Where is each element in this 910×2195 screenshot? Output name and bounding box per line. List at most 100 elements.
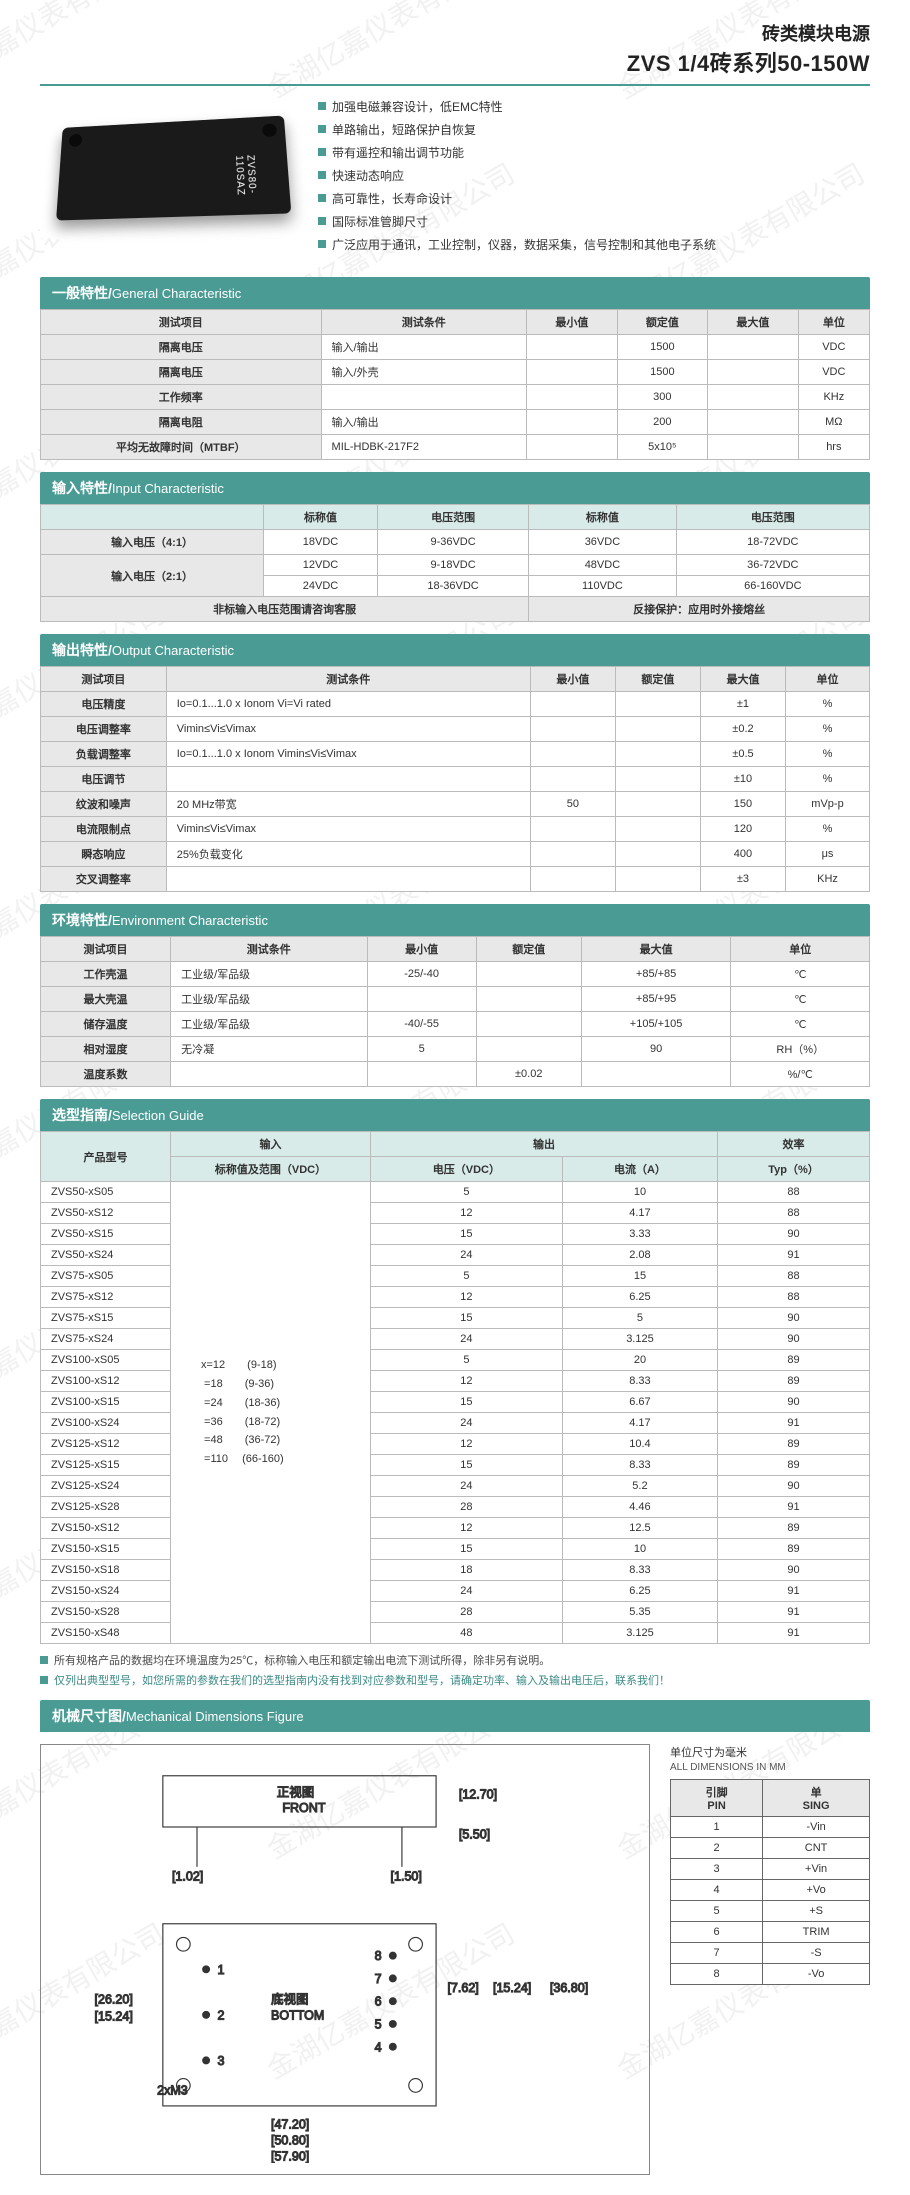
table-row: 温度系数±0.02%/℃	[41, 1062, 870, 1087]
section-header-input: 输入特性/Input Characteristic	[40, 472, 870, 504]
feature-item: 国际标准管脚尺寸	[318, 213, 870, 230]
svg-text:正视图: 正视图	[277, 1784, 315, 1799]
general-table: 测试项目测试条件最小值额定值最大值单位 隔离电压输入/输出1500VDC隔离电压…	[40, 309, 870, 460]
table-row: 1-Vin	[671, 1817, 870, 1838]
section-header-general: 一般特性/General Characteristic	[40, 277, 870, 309]
svg-text:5: 5	[375, 2018, 382, 2032]
svg-text:8: 8	[375, 1949, 382, 1963]
feature-item: 高可靠性，长寿命设计	[318, 190, 870, 207]
svg-text:2: 2	[217, 2008, 224, 2022]
pin-title-en: ALL DIMENSIONS IN MM	[670, 1762, 870, 1773]
section-header-output: 输出特性/Output Characteristic	[40, 634, 870, 666]
table-row: 7-S	[671, 1943, 870, 1964]
svg-text:[50.80]: [50.80]	[271, 2134, 309, 2148]
table-row: 8-Vo	[671, 1964, 870, 1985]
section-header-dim: 机械尺寸图/Mechanical Dimensions Figure	[40, 1700, 870, 1732]
table-row: ZVS100-xS24244.1791	[41, 1413, 870, 1434]
feature-item: 加强电磁兼容设计，低EMC特性	[318, 98, 870, 115]
svg-text:FRONT: FRONT	[282, 1801, 325, 1815]
output-table: 测试项目测试条件最小值额定值最大值单位 电压精度Io=0.1...1.0 x I…	[40, 666, 870, 892]
table-row: ZVS100-xS12128.3389	[41, 1371, 870, 1392]
svg-text:[26.20]: [26.20]	[95, 1992, 133, 2006]
note-1: 所有规格产品的数据均在环境温度为25℃，标称输入电压和额定输出电流下测试所得，除…	[54, 1652, 550, 1668]
table-row: ZVS50-xS12124.1788	[41, 1203, 870, 1224]
feature-item: 带有遥控和输出调节功能	[318, 144, 870, 161]
table-row: 负载调整率Io=0.1...1.0 x Ionom Vimin≤Vi≤Vimax…	[41, 742, 870, 767]
svg-text:6: 6	[375, 1995, 382, 2009]
table-row: 隔离电压输入/输出1500VDC	[41, 335, 870, 360]
table-row: ZVS150-xS15151089	[41, 1539, 870, 1560]
table-row: ZVS75-xS24243.12590	[41, 1329, 870, 1350]
table-row: 4+Vo	[671, 1880, 870, 1901]
header-title-series: ZVS 1/4砖系列50-150W	[40, 46, 870, 78]
svg-text:[7.62]: [7.62]	[447, 1981, 478, 1995]
table-row: ZVS125-xS24245.290	[41, 1476, 870, 1497]
svg-text:3: 3	[217, 2054, 224, 2068]
table-row: 瞬态响应25%负载变化400μs	[41, 842, 870, 867]
page-header: 砖类模块电源 ZVS 1/4砖系列50-150W	[40, 20, 870, 86]
section-header-env: 环境特性/Environment Characteristic	[40, 904, 870, 936]
svg-text:[36.80]: [36.80]	[550, 1981, 588, 1995]
table-row: 电压调整率Vimin≤Vi≤Vimax±0.2%	[41, 717, 870, 742]
table-row: 电压精度Io=0.1...1.0 x Ionom Vi=Vi rated±1%	[41, 692, 870, 717]
table-row: 5+S	[671, 1901, 870, 1922]
svg-text:1: 1	[217, 1963, 224, 1977]
header-title-zh: 砖类模块电源	[40, 20, 870, 46]
section-header-selection: 选型指南/Selection Guide	[40, 1099, 870, 1131]
table-row: ZVS125-xS28284.4691	[41, 1497, 870, 1518]
table-row: 隔离电压输入/外壳1500VDC	[41, 360, 870, 385]
svg-text:底视图: 底视图	[271, 1991, 309, 2006]
env-table: 测试项目测试条件最小值额定值最大值单位 工作壳温工业级/军品级-25/-40+8…	[40, 936, 870, 1087]
note-2: 仅列出典型型号，如您所需的参数在我们的选型指南内没有找到对应参数和型号，请确定功…	[54, 1672, 670, 1688]
svg-text:2xM3: 2xM3	[157, 2084, 188, 2098]
table-row: 3+Vin	[671, 1859, 870, 1880]
svg-text:[47.20]: [47.20]	[271, 2118, 309, 2132]
svg-text:[5.50]: [5.50]	[459, 1827, 490, 1841]
table-row: ZVS150-xS28285.3591	[41, 1602, 870, 1623]
table-row: ZVS150-xS48483.12591	[41, 1623, 870, 1644]
feature-list: 加强电磁兼容设计，低EMC特性单路输出，短路保护自恢复带有遥控和输出调节功能快速…	[318, 98, 870, 259]
svg-text:[1.50]: [1.50]	[391, 1870, 422, 1884]
pin-table: 引脚PIN单SING 1-Vin2CNT3+Vin4+Vo5+S6TRIM7-S…	[670, 1779, 870, 1985]
feature-item: 广泛应用于通讯，工业控制，仪器，数据采集，信号控制和其他电子系统	[318, 236, 870, 253]
table-row: ZVS150-xS18188.3390	[41, 1560, 870, 1581]
table-row: ZVS50-xS05x=12 (9-18) =18 (9-36) =24 (18…	[41, 1182, 870, 1203]
svg-text:7: 7	[375, 1972, 382, 1986]
table-row: 相对湿度无冷凝590RH（%）	[41, 1037, 870, 1062]
table-row: ZVS150-xS24246.2591	[41, 1581, 870, 1602]
table-row: 储存温度工业级/军品级-40/-55+105/+105℃	[41, 1012, 870, 1037]
table-row: 6TRIM	[671, 1922, 870, 1943]
svg-text:4: 4	[375, 2040, 382, 2054]
table-row: ZVS125-xS121210.489	[41, 1434, 870, 1455]
svg-text:BOTTOM: BOTTOM	[271, 2008, 324, 2022]
table-row: ZVS100-xS0552089	[41, 1350, 870, 1371]
table-row: 交叉调整率±3KHz	[41, 867, 870, 892]
svg-text:[15.24]: [15.24]	[493, 1981, 531, 1995]
product-image: ZVS80-110SAZ	[40, 98, 300, 238]
input-table: 标称值电压范围标称值电压范围 输入电压（4:1）18VDC9-36VDC36VD…	[40, 504, 870, 622]
table-row: 纹波和噪声20 MHz带宽50150mVp-p	[41, 792, 870, 817]
feature-item: 快速动态响应	[318, 167, 870, 184]
dim-section: 正视图 FRONT [12.70] [5.50] [1.02] [1.50] 底…	[40, 1744, 870, 2175]
pin-title-zh: 单位尺寸为毫米	[670, 1744, 870, 1760]
table-row: 隔离电阻输入/输出200MΩ	[41, 410, 870, 435]
svg-text:[57.90]: [57.90]	[271, 2150, 309, 2163]
table-row: 2CNT	[671, 1838, 870, 1859]
table-row: ZVS75-xS1515590	[41, 1308, 870, 1329]
table-row: ZVS50-xS24242.0891	[41, 1245, 870, 1266]
table-row: ZVS125-xS15158.3389	[41, 1455, 870, 1476]
table-row: ZVS150-xS121212.589	[41, 1518, 870, 1539]
table-row: 电流限制点Vimin≤Vi≤Vimax120%	[41, 817, 870, 842]
dim-drawing: 正视图 FRONT [12.70] [5.50] [1.02] [1.50] 底…	[40, 1744, 650, 2175]
selection-table: 产品型号 输入 输出 效率 标称值及范围（VDC） 电压（VDC） 电流（A） …	[40, 1131, 870, 1644]
table-row: 电压调节±10%	[41, 767, 870, 792]
feature-item: 单路输出，短路保护自恢复	[318, 121, 870, 138]
pin-table-box: 单位尺寸为毫米 ALL DIMENSIONS IN MM 引脚PIN单SING …	[670, 1744, 870, 2175]
svg-text:[1.02]: [1.02]	[172, 1870, 203, 1884]
svg-text:[15.24]: [15.24]	[95, 2010, 133, 2024]
table-row: 工作频率300KHz	[41, 385, 870, 410]
table-row: 平均无故障时间（MTBF）MIL-HDBK-217F25x10⁵hrs	[41, 435, 870, 460]
table-row: ZVS75-xS12126.2588	[41, 1287, 870, 1308]
table-row: ZVS50-xS15153.3390	[41, 1224, 870, 1245]
table-row: 最大壳温工业级/军品级+85/+95℃	[41, 987, 870, 1012]
